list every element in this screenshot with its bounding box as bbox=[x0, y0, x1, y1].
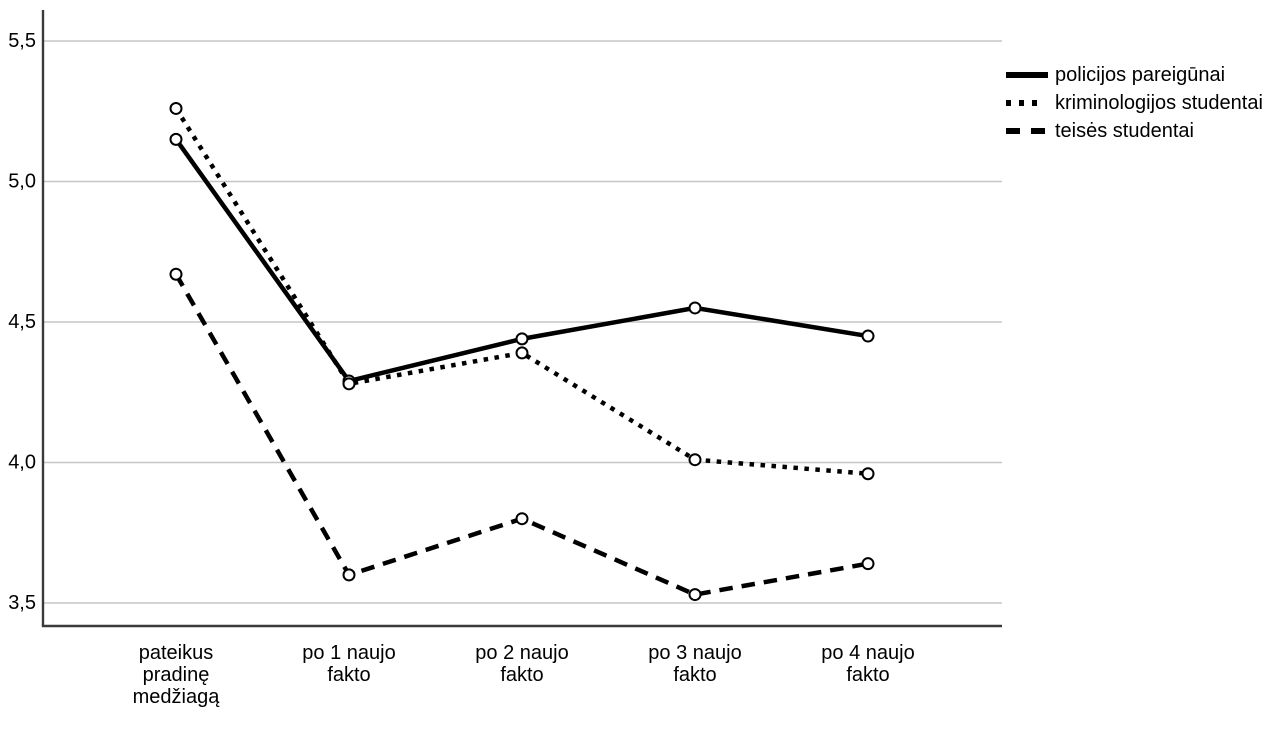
legend-label: policijos pareigūnai bbox=[1055, 64, 1226, 86]
legend-item-teises-studentai: teisės studentai bbox=[1005, 117, 1263, 145]
dotted-line-swatch-icon bbox=[1006, 100, 1045, 106]
data-point-marker bbox=[342, 568, 356, 582]
solid-line-swatch-icon bbox=[1006, 72, 1048, 78]
data-point-marker bbox=[169, 101, 183, 115]
y-tick-label: 5,5 bbox=[8, 30, 36, 52]
data-point-marker bbox=[342, 377, 356, 391]
x-tick-label: pateikus pradinę medžiagą bbox=[133, 642, 221, 708]
data-point-marker bbox=[169, 267, 183, 281]
data-point-marker bbox=[515, 512, 529, 526]
legend-item-policijos-pareigunai: policijos pareigūnai bbox=[1005, 61, 1263, 89]
data-point-marker bbox=[688, 588, 702, 602]
x-tick-label: po 1 naujo fakto bbox=[302, 642, 395, 686]
data-point-marker bbox=[515, 346, 529, 360]
legend-label: kriminologijos studentai bbox=[1055, 92, 1263, 114]
y-tick-label: 5,0 bbox=[8, 171, 36, 193]
y-tick-label: 4,5 bbox=[8, 311, 36, 333]
x-tick-label: po 2 naujo fakto bbox=[475, 642, 568, 686]
y-tick-label: 3,5 bbox=[8, 592, 36, 614]
data-point-marker bbox=[861, 467, 875, 481]
data-point-marker bbox=[169, 132, 183, 146]
data-point-marker bbox=[861, 557, 875, 571]
dashed-line-swatch-icon bbox=[1006, 128, 1048, 134]
data-point-marker bbox=[688, 453, 702, 467]
y-tick-label: 4,0 bbox=[8, 452, 36, 474]
x-tick-label: po 3 naujo fakto bbox=[648, 642, 741, 686]
data-point-marker bbox=[688, 301, 702, 315]
x-tick-label: po 4 naujo fakto bbox=[821, 642, 914, 686]
legend-label: teisės studentai bbox=[1055, 120, 1194, 142]
series-line-dotted bbox=[174, 107, 869, 476]
legend-item-kriminologijos-studentai: kriminologijos studentai bbox=[1005, 89, 1263, 117]
data-point-marker bbox=[515, 332, 529, 346]
data-point-marker bbox=[861, 329, 875, 343]
legend: policijos pareigūnai kriminologijos stud… bbox=[1005, 61, 1263, 145]
